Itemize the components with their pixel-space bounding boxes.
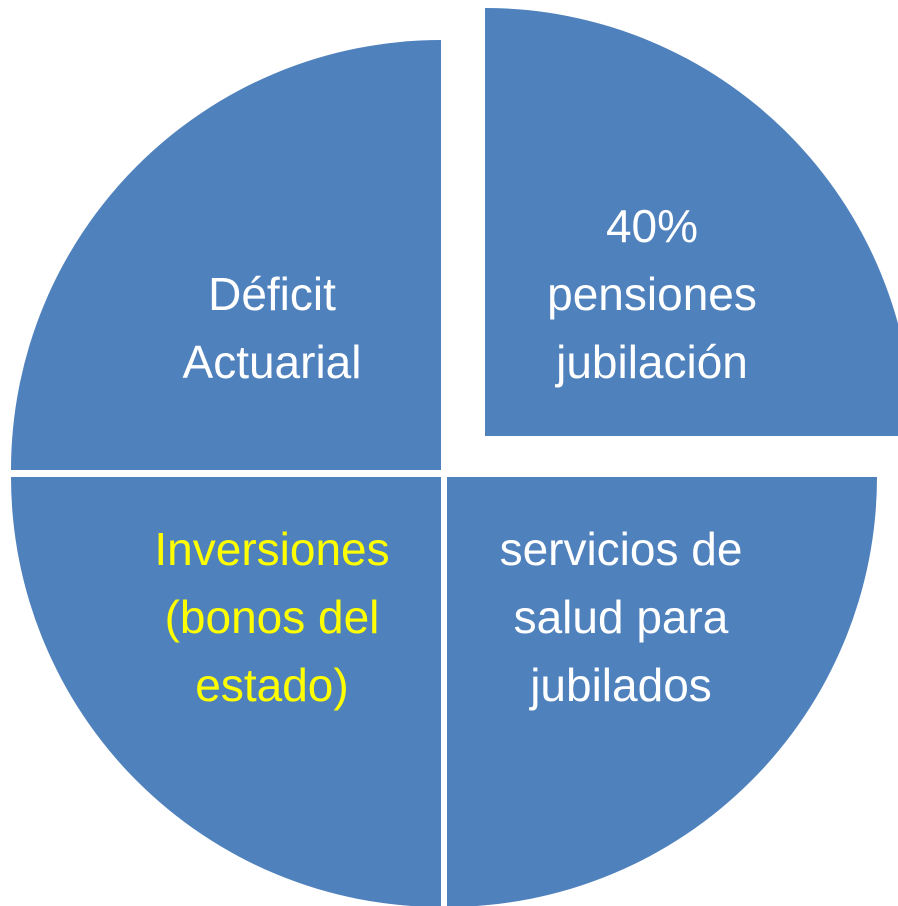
label: pensiones (547, 268, 757, 320)
label: jubilados (528, 659, 712, 711)
label: Déficit (208, 268, 336, 320)
label: servicios de (500, 523, 743, 575)
quarter-bottom-left (11, 477, 441, 906)
label: jubilación (554, 336, 748, 388)
quarter-bottom-right (447, 477, 877, 906)
label: salud para (514, 591, 729, 643)
label: (bonos del (165, 591, 380, 643)
label: estado) (195, 659, 348, 711)
label: Inversiones (154, 523, 389, 575)
label: 40% (606, 200, 698, 252)
quarter-top-right (485, 8, 898, 436)
label: Actuarial (183, 336, 362, 388)
quarter-top-left (11, 40, 441, 470)
